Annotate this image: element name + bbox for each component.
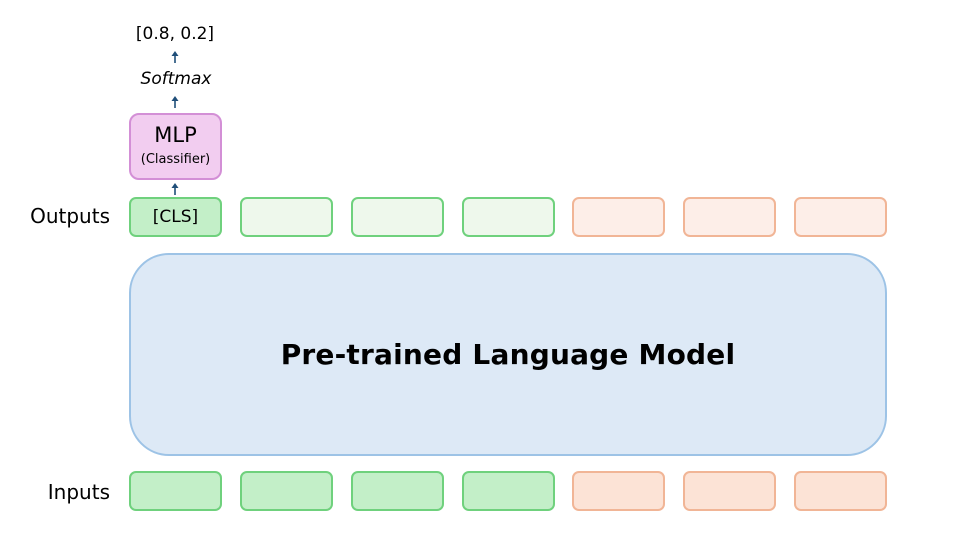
input-token — [462, 471, 555, 511]
output-token — [572, 197, 665, 237]
arrow-up-icon — [170, 51, 180, 63]
output-token — [240, 197, 333, 237]
input-token — [351, 471, 444, 511]
output-token — [462, 197, 555, 237]
input-token — [683, 471, 776, 511]
input-token — [794, 471, 887, 511]
output-token — [794, 197, 887, 237]
input-token — [240, 471, 333, 511]
cls-token-label: [CLS] — [152, 207, 199, 227]
inputs-label: Inputs — [47, 480, 110, 504]
arrow-up-icon — [170, 96, 180, 108]
input-token — [572, 471, 665, 511]
softmax-label: Softmax — [140, 69, 212, 89]
pretrained-language-model-block: Pre-trained Language Model — [129, 253, 887, 456]
output-token — [351, 197, 444, 237]
mlp-subtitle: (Classifier) — [140, 152, 211, 167]
arrow-up-icon — [170, 183, 180, 195]
outputs-label: Outputs — [30, 204, 110, 228]
mlp-classifier-box: MLP (Classifier) — [129, 113, 222, 180]
model-title: Pre-trained Language Model — [280, 338, 736, 371]
input-token — [129, 471, 222, 511]
output-token — [683, 197, 776, 237]
mlp-title: MLP — [154, 123, 197, 147]
classifier-output-probabilities: [0.8, 0.2] — [135, 24, 215, 44]
output-token-cls: [CLS] — [129, 197, 222, 237]
